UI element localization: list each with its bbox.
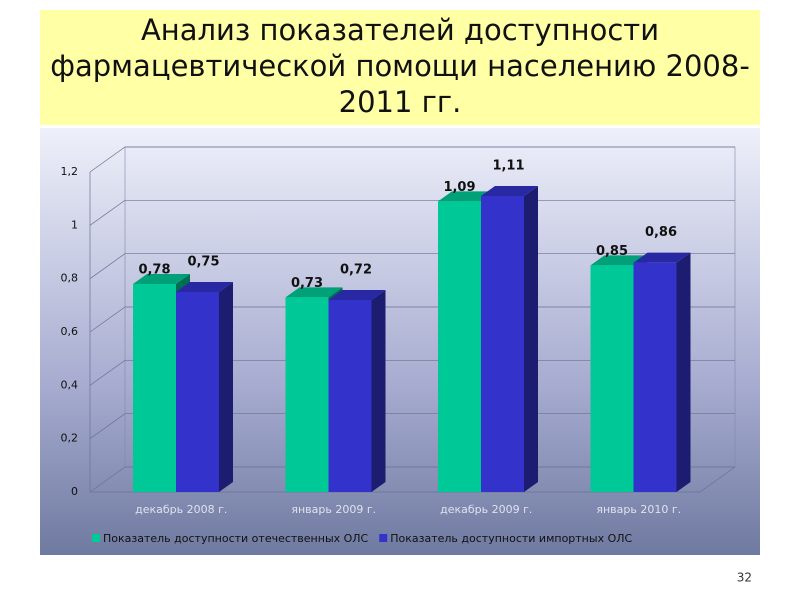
value-label: 0,75 — [187, 255, 219, 270]
bar — [328, 300, 372, 492]
value-label: 1,09 — [443, 180, 475, 195]
legend-label: Показатель доступности отечественных ОЛС — [103, 532, 369, 545]
x-tick-label: декабрь 2009 г. — [440, 503, 532, 516]
bar-side — [219, 282, 233, 492]
y-tick-label: 0,2 — [61, 432, 79, 445]
value-label: 0,73 — [291, 276, 323, 291]
bar — [133, 284, 176, 492]
bar-side — [371, 290, 386, 492]
bar-top — [438, 191, 495, 202]
value-label: 0,72 — [340, 263, 372, 278]
chart-title: Анализ показателей доступности фармацевт… — [50, 13, 750, 119]
bar — [633, 262, 677, 492]
value-label: 0,78 — [138, 263, 170, 278]
bar-top — [590, 255, 648, 266]
bar-top — [176, 282, 233, 292]
page-number: 32 — [737, 571, 752, 585]
grid-line — [89, 146, 735, 173]
y-tick-label: 0 — [71, 485, 78, 498]
value-label: 0,85 — [596, 244, 628, 259]
bar-top — [328, 290, 386, 300]
y-tick-label: 0,4 — [61, 378, 79, 391]
bar — [176, 292, 219, 492]
x-tick-label: январь 2010 г. — [596, 503, 681, 516]
legend-swatch — [92, 534, 100, 542]
value-label: 1,11 — [492, 159, 524, 174]
bar-top — [133, 274, 190, 284]
legend-label: Показатель доступности импортных ОЛС — [390, 532, 632, 545]
bar-side — [676, 252, 691, 492]
bar — [438, 201, 481, 493]
bar-top — [633, 252, 691, 263]
x-tick-label: декабрь 2008 г. — [135, 503, 227, 516]
bar-top — [481, 186, 538, 196]
title-wrap: Анализ показателей доступности фармацевт… — [50, 13, 750, 119]
bar — [481, 196, 524, 492]
y-tick-label: 1,2 — [61, 165, 79, 178]
legend-swatch — [379, 534, 388, 542]
title-box — [40, 10, 760, 125]
bar — [285, 297, 329, 492]
bar — [590, 265, 634, 492]
value-label: 0,86 — [645, 225, 677, 240]
y-tick-label: 0,6 — [61, 325, 79, 338]
x-tick-label: январь 2009 г. — [291, 503, 376, 516]
bar-side — [524, 186, 538, 492]
bar-top — [285, 287, 343, 298]
y-tick-label: 1 — [71, 218, 78, 231]
y-tick-label: 0,8 — [61, 272, 79, 285]
